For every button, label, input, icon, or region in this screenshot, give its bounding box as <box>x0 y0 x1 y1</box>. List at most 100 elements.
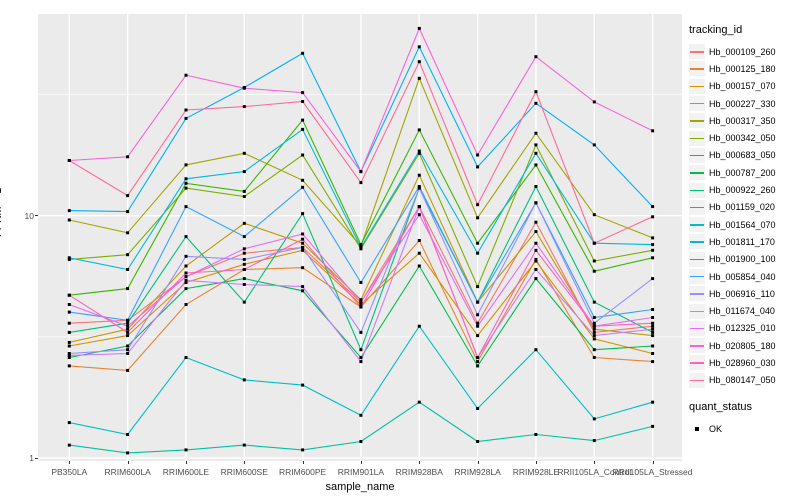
data-point <box>242 221 246 225</box>
data-point <box>651 308 655 311</box>
x-tick-label-RRII105LA_Stressed: RRII105LA_Stressed <box>612 467 693 477</box>
legend-label: Hb_012325_010 <box>709 323 776 334</box>
data-point <box>534 259 538 263</box>
data-point <box>476 285 480 289</box>
legend-key-swatch <box>689 355 705 371</box>
data-point <box>417 60 421 64</box>
data-point <box>476 364 480 368</box>
data-point <box>126 334 130 338</box>
data-point <box>301 448 305 452</box>
data-point <box>242 105 246 109</box>
data-point <box>67 257 71 261</box>
data-point <box>184 177 188 181</box>
legend-entry: Hb_001811_170 <box>689 233 799 250</box>
legend-entry: Hb_020805_180 <box>689 337 799 354</box>
data-point <box>651 400 655 404</box>
legend-key-line <box>690 51 704 53</box>
data-point <box>359 303 363 306</box>
x-tick-label-RRII105LA_Control: RRII105LA_Control <box>557 467 632 477</box>
data-point <box>126 368 130 372</box>
x-tick-mark <box>69 461 71 464</box>
data-point <box>651 243 655 247</box>
quant-status-items: OK <box>689 420 799 437</box>
legend-key-swatch <box>689 130 705 146</box>
data-point <box>651 330 655 334</box>
legend-key-swatch <box>689 338 705 354</box>
data-point <box>126 348 130 352</box>
data-point <box>126 327 130 331</box>
data-point <box>67 364 71 368</box>
data-point <box>651 360 655 364</box>
legend-key-line <box>690 362 704 364</box>
legend-entry: Hb_005854_040 <box>689 268 799 285</box>
data-point <box>592 316 596 319</box>
data-point <box>534 348 538 352</box>
legend-label: Hb_080147_050 <box>709 375 776 386</box>
data-point <box>651 327 655 331</box>
data-point <box>651 321 655 325</box>
data-point <box>534 185 538 188</box>
legend-entry: Hb_000787_200 <box>689 164 799 181</box>
data-point <box>126 330 130 334</box>
legend-label: Hb_005854_040 <box>709 271 776 282</box>
data-point <box>417 185 421 188</box>
legend-key-swatch <box>689 165 705 181</box>
legend-key-line <box>690 310 704 312</box>
legend-key-line <box>690 137 704 140</box>
legend-key-swatch <box>689 372 705 388</box>
x-tick-mark <box>302 461 304 464</box>
legend-label: Hb_000317_350 <box>709 115 776 126</box>
data-point <box>301 51 305 55</box>
data-point <box>301 248 305 252</box>
legend-key-line <box>690 241 704 243</box>
legend-entry: Hb_000109_260 <box>689 43 799 60</box>
data-point <box>184 108 188 112</box>
data-point <box>184 235 188 239</box>
data-point <box>534 151 538 155</box>
legend-entry: Hb_000922_260 <box>689 181 799 198</box>
black-square-marker-icon <box>695 427 699 431</box>
legend-entry: Hb_000125_180 <box>689 60 799 77</box>
data-point <box>67 303 71 306</box>
legend-entry: Hb_000157_070 <box>689 78 799 95</box>
x-tick-label-RRIM928LA: RRIM928LA <box>454 467 501 477</box>
data-point <box>534 101 538 105</box>
legend-key-line <box>690 120 704 122</box>
data-point <box>301 127 305 131</box>
data-point <box>126 253 130 257</box>
data-point <box>592 100 596 104</box>
legend-label: Hb_028960_030 <box>709 357 776 368</box>
quant-status-entry: OK <box>689 420 799 437</box>
data-point <box>126 194 130 198</box>
data-point <box>651 236 655 240</box>
x-tick-mark <box>535 461 537 464</box>
data-point <box>242 268 246 271</box>
data-point <box>359 300 363 304</box>
plot-panel <box>38 14 682 461</box>
data-point <box>67 352 71 355</box>
legend-key-line <box>690 68 704 70</box>
data-point <box>184 73 188 77</box>
data-point <box>301 289 305 293</box>
legend-label: Hb_000787_200 <box>709 167 776 178</box>
legend-key-line <box>690 345 704 347</box>
data-point <box>67 356 71 359</box>
quant-status-legend: quant_status OK <box>689 401 799 437</box>
data-point <box>184 254 188 258</box>
data-point <box>242 195 246 198</box>
x-tick-label-RRIM928LE: RRIM928LE <box>512 467 560 477</box>
data-point <box>359 360 363 364</box>
data-point <box>126 287 130 291</box>
data-point <box>651 215 655 219</box>
data-point <box>476 313 480 317</box>
data-point <box>126 321 130 325</box>
data-point <box>184 448 188 452</box>
legend-key-swatch <box>689 199 705 215</box>
data-point <box>242 443 246 447</box>
data-point <box>417 26 421 30</box>
data-point <box>242 235 246 239</box>
legend-label: Hb_001900_100 <box>709 254 776 265</box>
legend-items: Hb_000109_260 Hb_000125_180 Hb_000157_070 H… <box>689 43 799 389</box>
data-point <box>301 285 305 289</box>
data-point <box>184 264 188 268</box>
